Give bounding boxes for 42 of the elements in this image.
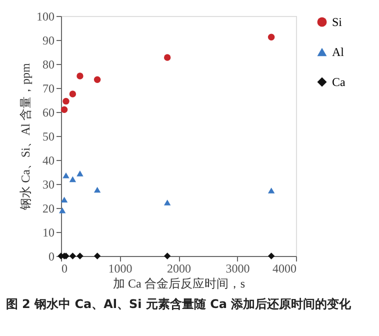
x-tick-label: 2000 xyxy=(167,262,191,276)
y-tick-label: 20 xyxy=(42,202,54,216)
y-axis-title: 钢水 Ca、Si、Al 含量，ppm xyxy=(18,62,32,211)
caption: 图 2 钢水中 Ca、Al、Si 元素含量随 Ca 添加后还原时间的变化 xyxy=(6,297,352,311)
point xyxy=(60,196,68,203)
point xyxy=(268,34,275,40)
point xyxy=(76,252,84,260)
point xyxy=(62,172,70,178)
y-tick-label: 100 xyxy=(36,10,54,24)
point xyxy=(164,252,171,260)
legend-label: Si xyxy=(332,15,343,29)
x-tick-label: 3000 xyxy=(226,262,250,276)
point xyxy=(60,106,68,113)
point xyxy=(76,170,84,176)
point xyxy=(94,252,101,260)
point xyxy=(268,188,275,194)
point xyxy=(164,54,171,61)
point xyxy=(69,176,76,182)
y-tick-label: 80 xyxy=(42,58,54,72)
point xyxy=(94,76,101,83)
x-tick-label: 1000 xyxy=(108,262,132,276)
point xyxy=(58,207,66,214)
y-tick-label: 0 xyxy=(48,250,54,264)
y-tick-label: 90 xyxy=(42,34,54,48)
legend-label: Al xyxy=(332,45,345,59)
y-tick-label: 30 xyxy=(42,178,54,192)
y-tick-label: 10 xyxy=(42,226,54,240)
point xyxy=(69,90,76,98)
x-axis-title: 加 Ca 合金后反应时间，s xyxy=(113,276,246,290)
point xyxy=(62,98,70,105)
point xyxy=(94,186,101,193)
x-tick-label: 0 xyxy=(62,262,68,276)
point xyxy=(76,72,84,80)
point xyxy=(164,200,171,206)
x-tick-label: 4000 xyxy=(272,262,296,276)
legend-label: Ca xyxy=(332,75,346,89)
y-tick-label: 70 xyxy=(42,82,54,96)
y-tick-label: 60 xyxy=(42,106,54,120)
point xyxy=(69,252,76,260)
y-tick-label: 50 xyxy=(42,130,54,144)
y-tick-label: 40 xyxy=(42,154,54,168)
point xyxy=(268,252,275,260)
